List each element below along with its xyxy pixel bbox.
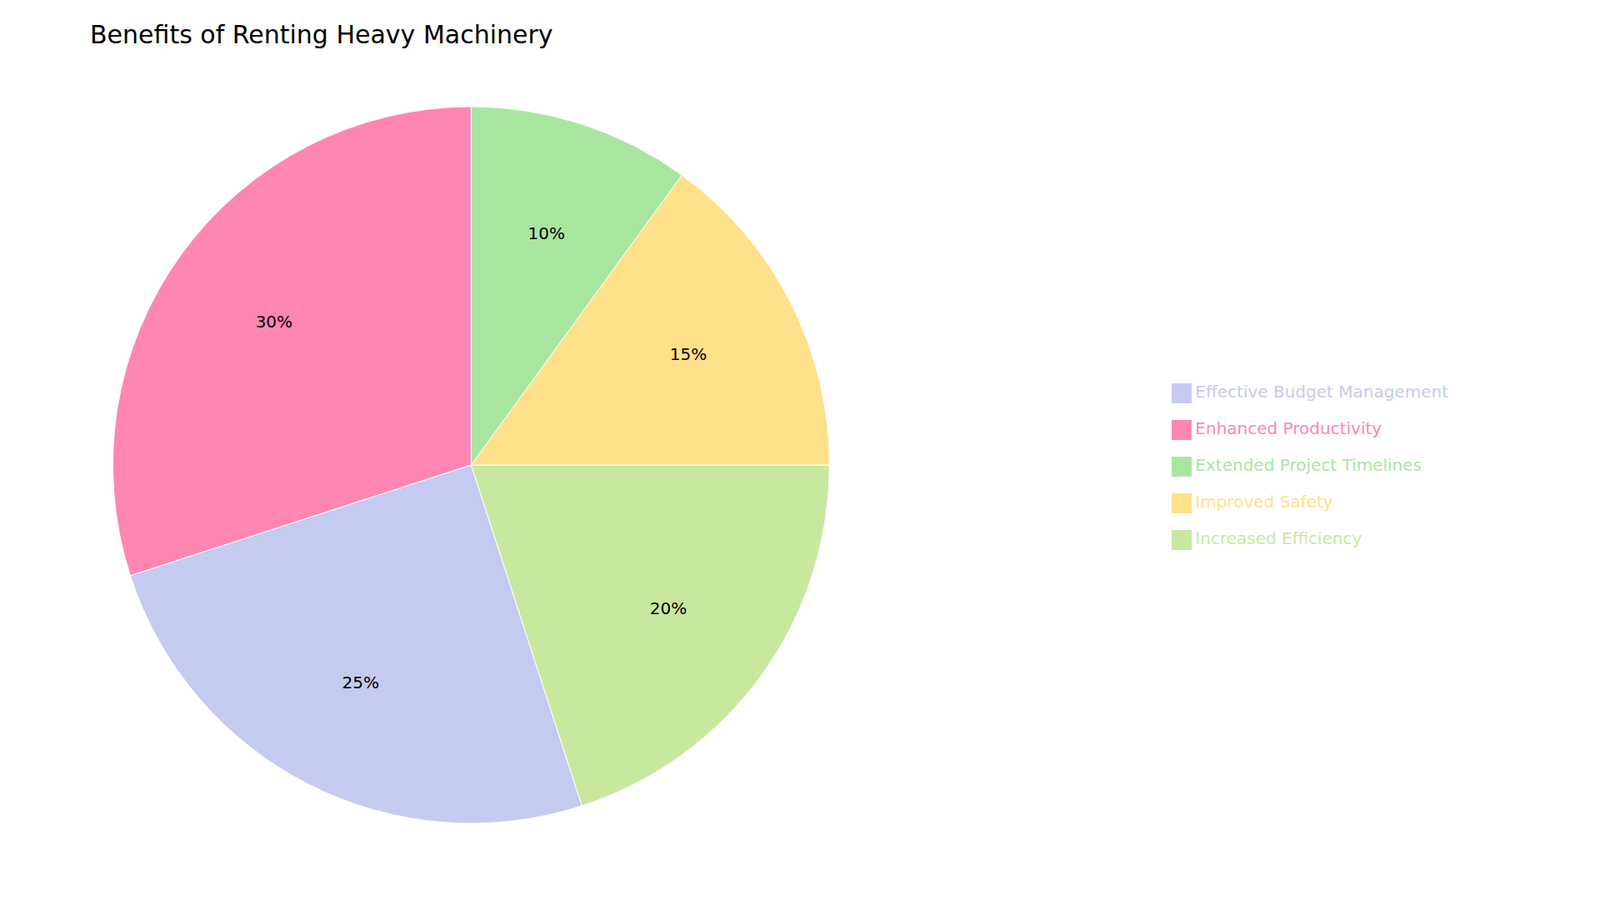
html-text:Effective Budget Management: Effective Budget Management — [1195, 381, 1449, 402]
html-text:Increased Efficiency: Increased Efficiency — [1195, 528, 1362, 549]
svg-text:10%: 10% — [528, 223, 565, 244]
svg-text:15%: 15% — [670, 344, 707, 365]
html-text:Enhanced Productivity: Enhanced Productivity — [1195, 418, 1382, 439]
svg-text:30%: 30% — [255, 311, 293, 332]
svg-text:20%: 20% — [650, 598, 687, 619]
html-text:Benefits of Renting Heavy Mach: Benefits of Renting Heavy Machinery — [90, 20, 553, 50]
html-text:Extended Project Timelines: Extended Project Timelines — [1195, 455, 1422, 475]
svg-text:25%: 25% — [341, 672, 379, 693]
html-text:Improved Safety: Improved Safety — [1195, 491, 1333, 512]
